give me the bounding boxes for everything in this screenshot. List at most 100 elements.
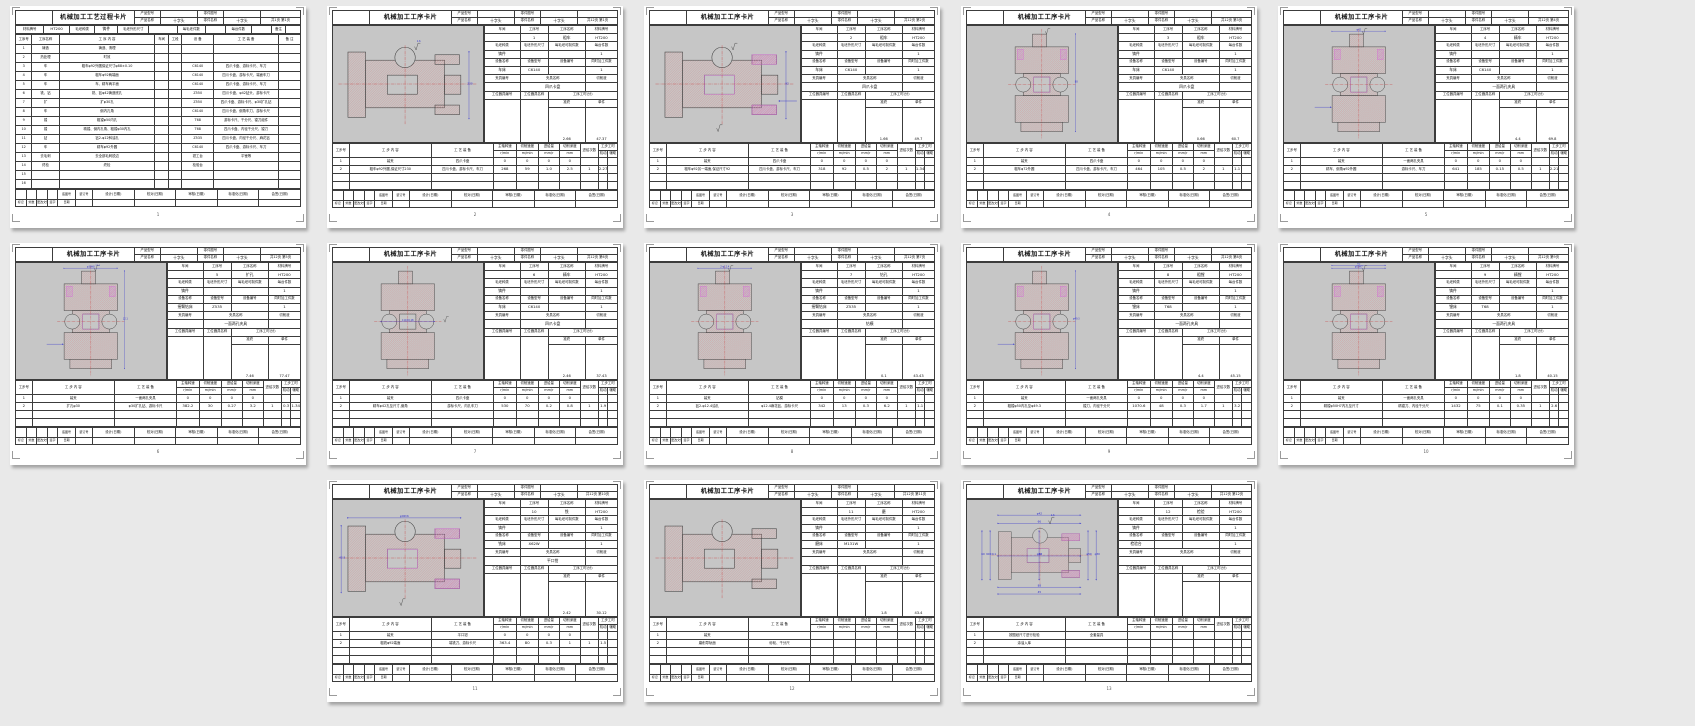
steps-cell bbox=[914, 647, 926, 656]
page-operation-card-4[interactable]: 机械加工工序卡片 产品型号 零件图号 产品名称 十字头 零件名称 十字头 共12页 第4页 φ4… bbox=[1278, 6, 1574, 228]
ops-cell: 1 bbox=[14, 44, 33, 54]
part-name-value: 十字头 bbox=[1490, 254, 1530, 262]
info-cell: 夹具名称 bbox=[519, 74, 586, 84]
steps-unit: m/min bbox=[1466, 387, 1490, 395]
ops-cell: 车、精车两平面 bbox=[58, 80, 156, 90]
steps-cell bbox=[579, 157, 599, 166]
steps-cell: 装夹 bbox=[665, 631, 749, 640]
ops-cell: 铸造、清理 bbox=[58, 44, 156, 54]
steps-header: 工 步 内 容 bbox=[1299, 143, 1383, 158]
info-cell: 四爪卡盘 bbox=[836, 82, 903, 92]
page-operation-card-9[interactable]: 机械加工工序卡片 产品型号 零件图号 产品名称 十字头 零件名称 十字头 共12页 第9页 φ5… bbox=[1278, 243, 1574, 465]
product-name-label: 产品名称 bbox=[767, 254, 795, 262]
page-operation-card-1[interactable]: 机械加工工序卡片 产品型号 零件图号 产品名称 十字头 零件名称 十字头 共12页 第1页 23… bbox=[327, 6, 623, 228]
steps-unit: m/min bbox=[1149, 150, 1173, 158]
page-operation-card-8[interactable]: 机械加工工序卡片 产品型号 零件图号 产品名称 十字头 零件名称 十字头 共12页 第8页 φ4… bbox=[961, 243, 1257, 465]
steps-cell bbox=[1558, 157, 1569, 166]
dimension-label: R3 bbox=[1357, 263, 1361, 266]
info-cell: 1 bbox=[267, 286, 302, 296]
card-header-table: 机械加工工序卡片 产品型号 零件图号 产品名称 十字头 零件名称 十字头 共12页 第2页 bbox=[648, 10, 935, 25]
info-cell: 毛坯外形尺寸 bbox=[1153, 278, 1183, 288]
info-cell bbox=[1153, 335, 1183, 381]
dimension-label: 114±0.18 bbox=[402, 319, 414, 322]
card-main-band: 车间 工序号 工序名称 材料牌号 11 磨 HT200 毛坯种类 毛坯外形尺寸 每毛坯可制件数 每台… bbox=[649, 498, 936, 618]
steps-cell: 1 bbox=[1283, 394, 1301, 403]
info-cell: 扩孔 bbox=[230, 270, 269, 280]
steps-cell: 530 bbox=[493, 402, 517, 411]
page-operation-card-7[interactable]: 机械加工工序卡片 产品型号 零件图号 产品名称 十字头 零件名称 十字头 共12页 第7页 2-… bbox=[644, 243, 940, 465]
info-cell: Z535 bbox=[836, 302, 866, 313]
footer-small-cell bbox=[342, 664, 355, 675]
ops-cell: 去毛刺 bbox=[31, 152, 60, 162]
ops-cell: 扩φ30孔 bbox=[58, 98, 156, 108]
page-operation-card-2[interactable]: 机械加工工序卡片 产品型号 零件图号 产品名称 十字头 零件名称 十字头 共12页 第2页 92… bbox=[644, 6, 940, 228]
info-cell: 9 bbox=[1470, 270, 1500, 280]
footer-empty bbox=[1526, 200, 1569, 208]
steps-cell bbox=[832, 181, 856, 190]
steps-table: 工步号工 步 内 容工 艺 装 备主轴转速 切削速度 进给量 切削深度 进给次数 工步工时… bbox=[332, 617, 619, 664]
sign-cell: 标准化(日期) bbox=[216, 427, 260, 438]
steps-header: 主轴转速 bbox=[493, 617, 517, 625]
steps-cell bbox=[1381, 181, 1446, 190]
page-operation-card-12[interactable]: 机械加工工序卡片 产品型号 零件图号 产品名称 十字头 零件名称 十字头 共12页 第12页 6… bbox=[961, 480, 1257, 702]
steps-cell bbox=[875, 173, 898, 182]
steps-cell: 1 bbox=[966, 631, 984, 640]
info-cell: 1 bbox=[584, 302, 619, 313]
surface-finish-icon bbox=[443, 316, 449, 323]
ops-cell bbox=[167, 170, 183, 180]
part-drawing-no-value bbox=[856, 10, 896, 18]
page-operation-card-3[interactable]: 机械加工工序卡片 产品型号 零件图号 产品名称 十字头 零件名称 十字头 共12页 第3页 88… bbox=[961, 6, 1257, 228]
steps-header: 进给次数 bbox=[1213, 380, 1233, 395]
page-number: 12 bbox=[789, 686, 795, 691]
steps-unit: 辅助 bbox=[1241, 387, 1252, 395]
steps-cell: 0 bbox=[810, 157, 834, 166]
dimension-label: φ30 bbox=[1095, 552, 1101, 556]
steps-header: 工步工时 bbox=[280, 380, 302, 388]
steps-cell bbox=[1548, 410, 1560, 419]
footer-small-cell bbox=[987, 664, 999, 675]
footer-empty bbox=[708, 437, 728, 445]
footer-small-cell bbox=[670, 427, 682, 438]
page-operation-card-5[interactable]: 机械加工工序卡片 产品型号 零件图号 产品名称 十字头 零件名称 十字头 共12页 第5页 φ3… bbox=[10, 243, 306, 465]
footer-empty bbox=[74, 437, 94, 445]
page-count-label: 共12页 第7页 bbox=[894, 254, 935, 262]
steps-cell bbox=[1213, 157, 1233, 166]
info-cell: 设备型号 bbox=[519, 531, 549, 541]
footer-empty bbox=[767, 437, 811, 445]
sign-cell: 审核(日期) bbox=[492, 190, 535, 201]
info-cell: 1 bbox=[519, 33, 549, 43]
info-cell: 设备型号 bbox=[202, 294, 232, 304]
crop-mark bbox=[1564, 7, 1572, 15]
info-cell bbox=[1117, 98, 1155, 144]
prep-time-label: 准终 bbox=[547, 572, 586, 582]
steps-cell bbox=[649, 655, 667, 664]
info-cell bbox=[230, 302, 269, 313]
steps-cell: 0 bbox=[493, 631, 517, 640]
sign-cell: 校对(日期) bbox=[1401, 190, 1445, 201]
page-operation-card-10[interactable]: 机械加工工序卡片 产品型号 零件图号 产品名称 十字头 零件名称 十字头 共12页 第10页 4… bbox=[327, 480, 623, 702]
info-cell: C6140 bbox=[519, 302, 549, 313]
operation-info-table: 车间 工序号 工序名称 材料牌号 11 磨 HT200 毛坯种类 毛坯外形尺寸 每毛坯可制件数 每台… bbox=[800, 498, 936, 618]
footer-empty bbox=[892, 200, 935, 208]
steps-cell bbox=[537, 173, 560, 182]
crop-mark bbox=[963, 7, 971, 15]
tracing-no-label: 底图号 bbox=[1325, 190, 1344, 201]
footer-small-cell bbox=[987, 190, 999, 201]
page-process-card[interactable]: 机械加工工艺过程卡片 产品型号 零件图号 产品名称 十字头 零件名称 十字头 共1页 第1页材… bbox=[10, 6, 306, 228]
info-cell bbox=[1153, 539, 1183, 550]
part-drawing-no-value bbox=[222, 247, 262, 255]
info-cell bbox=[800, 319, 838, 329]
steps-cell bbox=[558, 418, 581, 427]
part-drawing-no-label: 零件图号 bbox=[1464, 247, 1492, 255]
steps-cell bbox=[1127, 181, 1151, 190]
steps-cell: 0 bbox=[515, 157, 539, 166]
footer-empty bbox=[809, 200, 852, 208]
page-operation-card-6[interactable]: 机械加工工序卡片 产品型号 零件图号 产品名称 十字头 零件名称 十字头 共12页 第6页 11… bbox=[327, 243, 623, 465]
info-cell: 每毛坯可制件数 bbox=[547, 515, 586, 525]
page-operation-card-11[interactable]: 机械加工工序卡片 产品型号 零件图号 产品名称 十字头 零件名称 十字头 共12页 第11页车… bbox=[644, 480, 940, 702]
steps-cell: 2 bbox=[332, 402, 350, 411]
steps-cell: 6.2 bbox=[875, 402, 898, 411]
steps-cell bbox=[597, 631, 609, 640]
prep-time-value: 0.1 bbox=[864, 343, 903, 381]
steps-cell: 四爪卡盘、游标卡尺、车刀 bbox=[1064, 165, 1129, 174]
